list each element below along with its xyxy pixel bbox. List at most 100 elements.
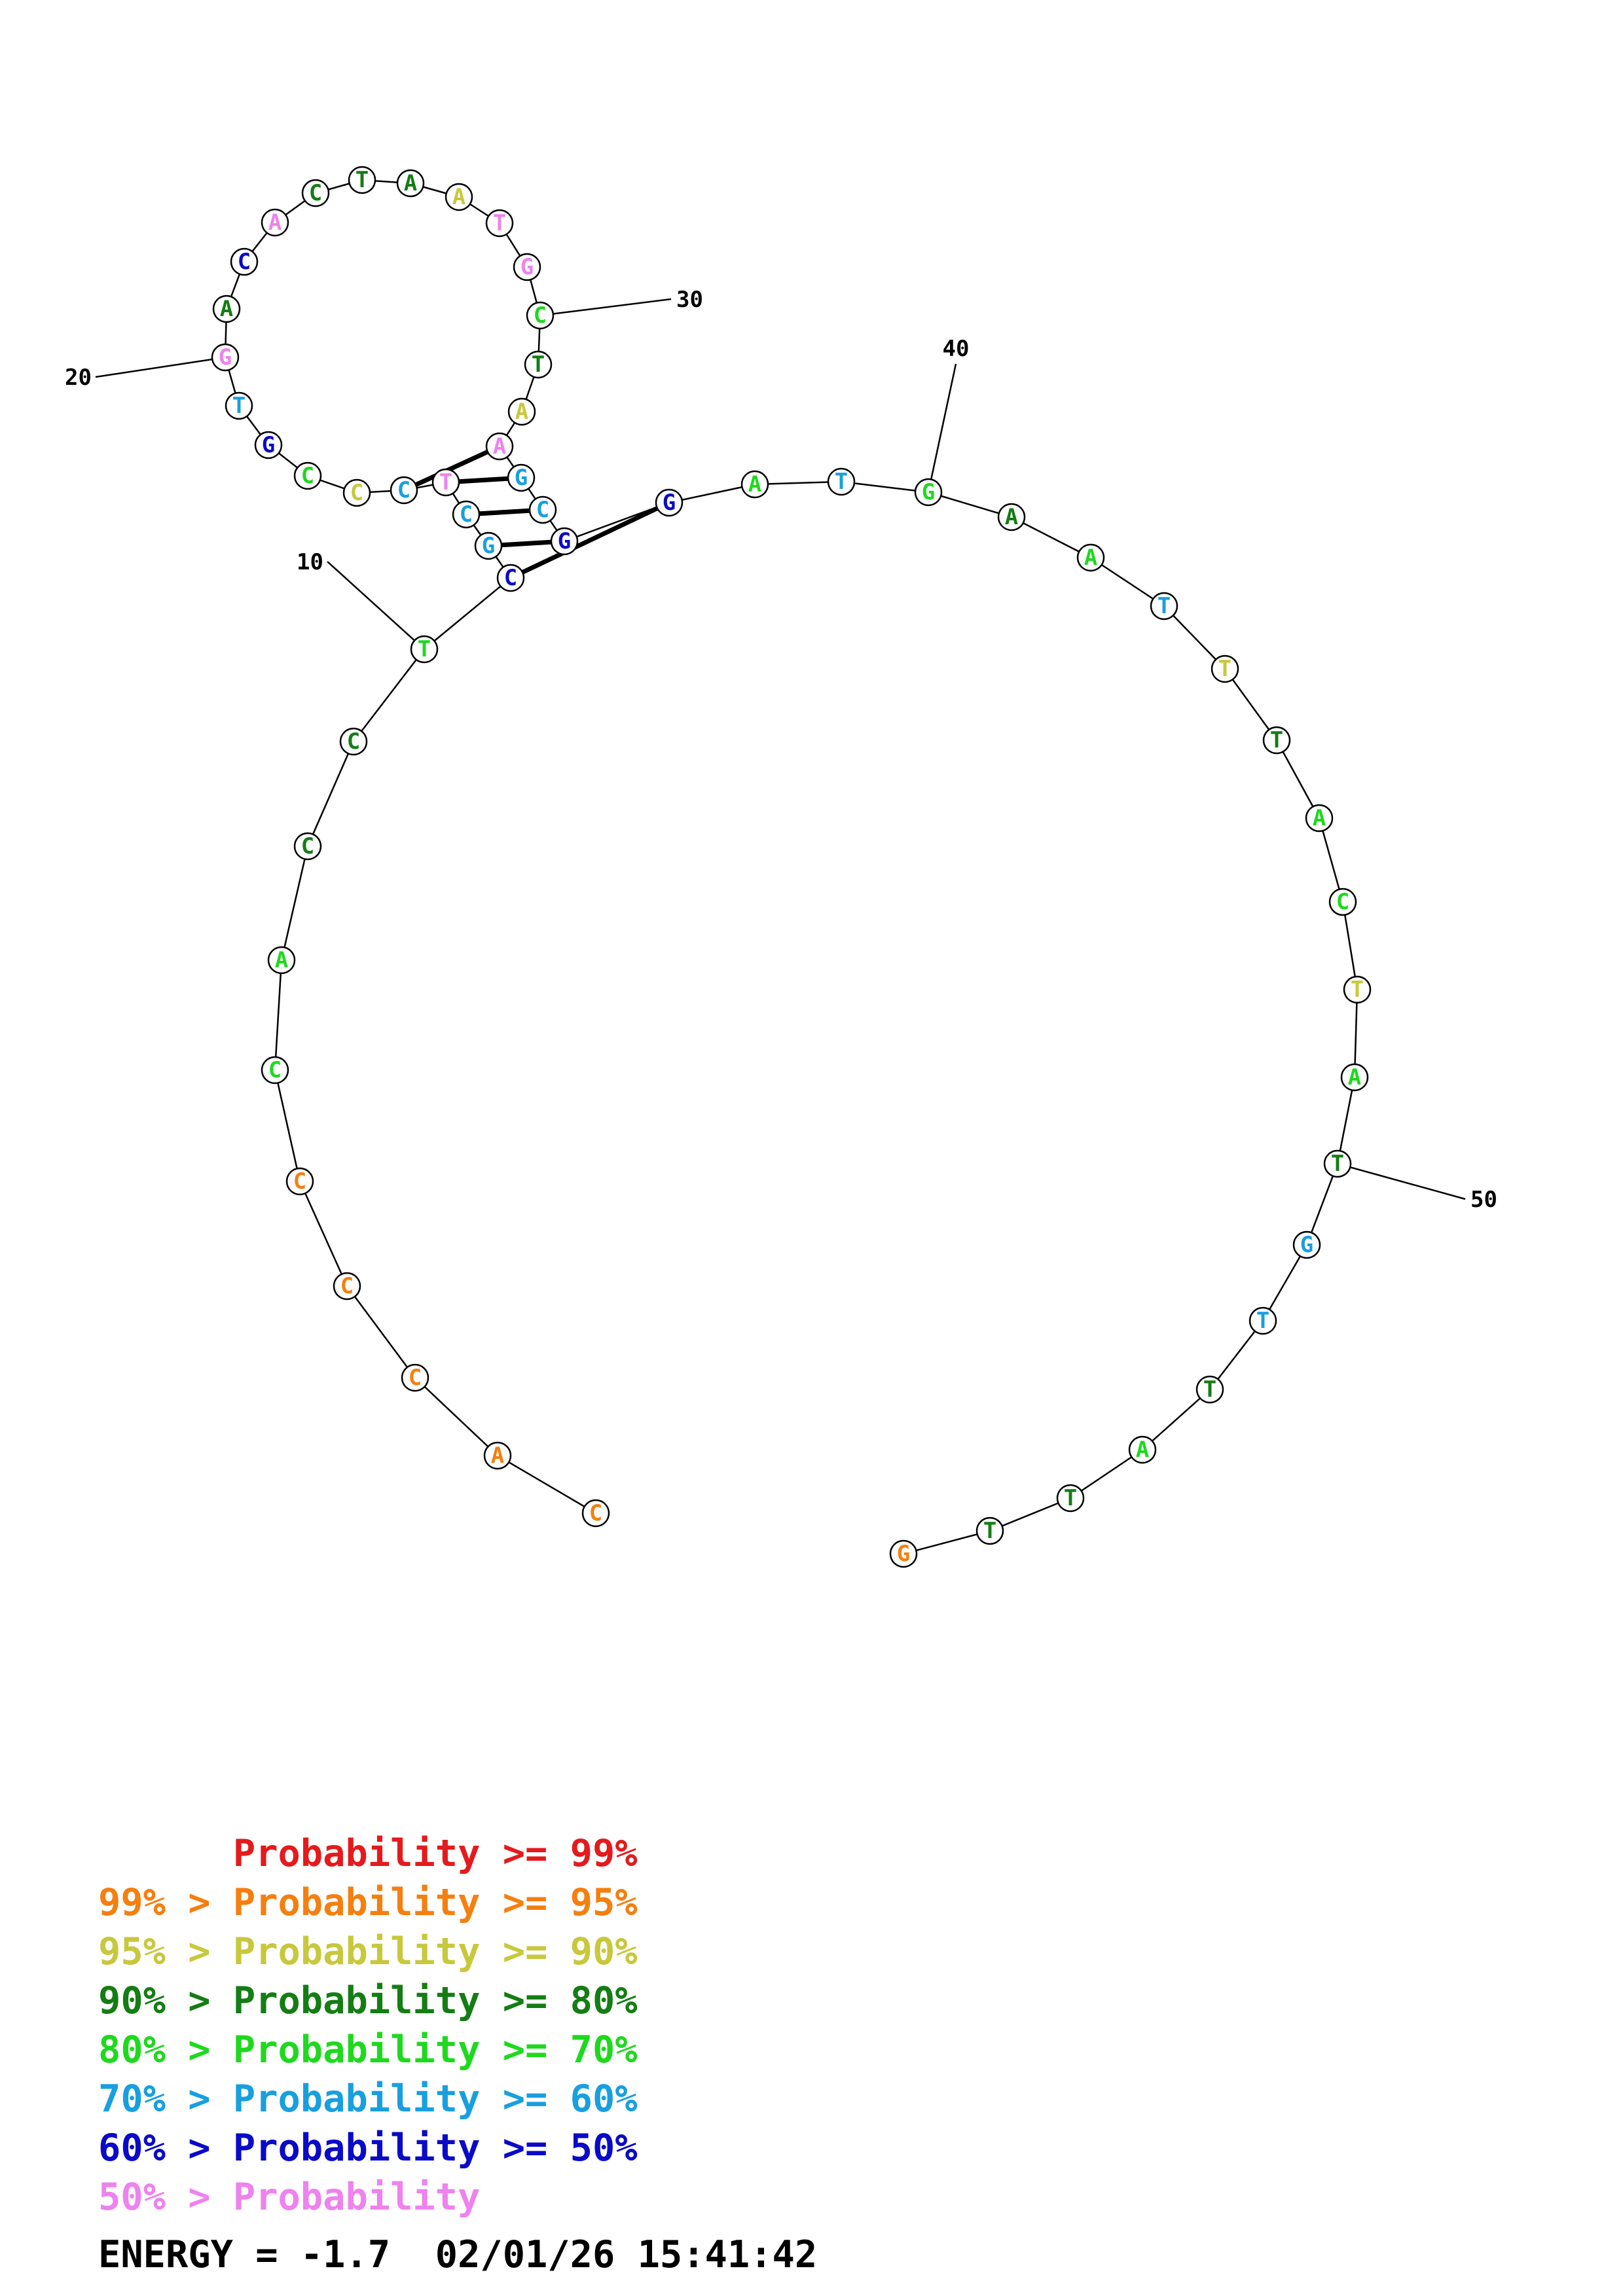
energy-timestamp: ENERGY = -1.7 02/01/26 15:41:42 <box>98 2233 818 2276</box>
nucleotide-circle <box>1195 1375 1224 1404</box>
nucleotide-circle <box>1343 975 1372 1004</box>
nucleotide-circle <box>1211 655 1239 683</box>
nucleotide-letter: A <box>452 184 465 210</box>
nucleotide-circle <box>1249 1306 1277 1335</box>
nucleotide: T <box>1249 1306 1277 1335</box>
nucleotide-letter: T <box>532 351 545 378</box>
nucleotide-circle <box>342 478 371 507</box>
nucleotide-circle <box>581 1499 610 1528</box>
nucleotide: A <box>997 503 1026 531</box>
position-label: 40 <box>943 336 970 362</box>
nucleotide: T <box>524 350 553 379</box>
nucleotide-circle <box>1076 543 1105 572</box>
backbone-segment <box>424 577 511 650</box>
nucleotide-circle <box>655 488 684 517</box>
backbone-segment <box>1305 1163 1339 1246</box>
position-leader <box>95 356 226 378</box>
nucleotide: G <box>507 463 536 492</box>
nucleotide-circle <box>507 463 536 492</box>
nucleotide-letter: C <box>1336 889 1349 915</box>
backbone-segment <box>1341 901 1359 990</box>
nucleotide: T <box>1150 592 1178 620</box>
nucleotide-letter: C <box>301 833 314 859</box>
backbone-segment <box>414 1377 498 1456</box>
nucleotide: T <box>485 209 514 238</box>
nucleotide-circle <box>301 179 330 207</box>
nucleotide-circle <box>445 183 473 211</box>
nucleotide-letter: C <box>268 1057 282 1083</box>
backbone-segment <box>280 846 309 961</box>
nucleotide: C <box>581 1499 610 1528</box>
nucleotide-letter: G <box>663 490 676 516</box>
nucleotide: A <box>1076 543 1105 572</box>
nucleotide: A <box>212 295 241 323</box>
nucleotide-circle <box>526 301 555 330</box>
nucleotide-letter: G <box>922 479 935 505</box>
nucleotide-circle <box>230 247 259 276</box>
legend-line: 90% > Probability >= 80% <box>98 1979 638 2022</box>
backbone-segment <box>299 1181 348 1287</box>
nucleotide-circle <box>997 503 1026 531</box>
nucleotide-circle <box>396 169 425 198</box>
nucleotide-letter: T <box>1064 1485 1077 1511</box>
base-pair-bond <box>509 500 670 581</box>
nucleotide-circle <box>528 495 557 524</box>
nucleotide-circle <box>401 1363 429 1392</box>
nucleotide-letter: C <box>504 565 517 591</box>
nucleotide-letter: T <box>1203 1376 1216 1403</box>
nucleotide: G <box>474 531 503 560</box>
nucleotide-letter: G <box>1300 1232 1313 1258</box>
nucleotide-circle <box>1150 592 1178 620</box>
backbone-segment <box>989 1497 1071 1532</box>
backbone-segment <box>1353 989 1359 1078</box>
nucleotide-circle <box>485 432 514 461</box>
backbone-segment <box>668 483 756 504</box>
legend-line: 95% > Probability >= 90% <box>98 1930 638 1973</box>
legend-line: 80% > Probability >= 70% <box>98 2028 638 2072</box>
nucleotide: T <box>410 635 439 664</box>
nucleotide: C <box>528 495 557 524</box>
nucleotide-letter: C <box>347 728 360 755</box>
nucleotide-letter: C <box>536 497 549 523</box>
nucleotide-circle <box>1292 1230 1321 1259</box>
nucleotide-letter: T <box>418 636 431 662</box>
position-leader <box>1337 1162 1466 1200</box>
nucleotide: T <box>1195 1375 1224 1404</box>
nucleotide: T <box>976 1516 1004 1545</box>
backbone-segment <box>841 480 929 493</box>
nucleotide: A <box>445 183 473 211</box>
nucleotide-letter: T <box>1331 1151 1344 1177</box>
backbone-segment <box>1224 668 1278 741</box>
nucleotide-letter: C <box>301 463 314 489</box>
nucleotide-circle <box>889 1539 918 1568</box>
position-label: 10 <box>297 549 323 575</box>
nucleotide-circle <box>1128 1435 1157 1464</box>
nucleotide: A <box>1128 1435 1157 1464</box>
base-pair-bond <box>403 444 501 493</box>
backbone-segment <box>1142 1389 1211 1450</box>
nucleotide-letter: G <box>520 254 534 280</box>
nucleotide-circle <box>348 166 376 194</box>
nucleotide-letter: C <box>460 501 473 528</box>
nucleotide-circle <box>827 467 856 496</box>
nucleotide-circle <box>211 343 240 372</box>
position-leader <box>539 298 672 317</box>
nucleotide: A <box>485 432 514 461</box>
nucleotide-circle <box>390 476 418 505</box>
nucleotide: C <box>301 179 330 207</box>
position-leader <box>927 363 957 493</box>
nucleotide: T <box>1343 975 1372 1004</box>
nucleotide-letter: C <box>397 477 410 503</box>
nucleotide-letter: A <box>1005 504 1018 530</box>
backbone-segment <box>903 1530 991 1555</box>
nucleotide-letter: A <box>1313 805 1326 831</box>
nucleotide-letter: T <box>1270 727 1283 753</box>
nucleotide: C <box>496 564 525 592</box>
nucleotide-letter: A <box>268 209 282 236</box>
nucleotide: T <box>225 391 253 420</box>
nucleotide-letter: A <box>275 947 288 973</box>
backbone-segment <box>1209 1320 1264 1390</box>
nucleotide: T <box>1056 1484 1085 1513</box>
nucleotide-letter: C <box>409 1365 422 1391</box>
